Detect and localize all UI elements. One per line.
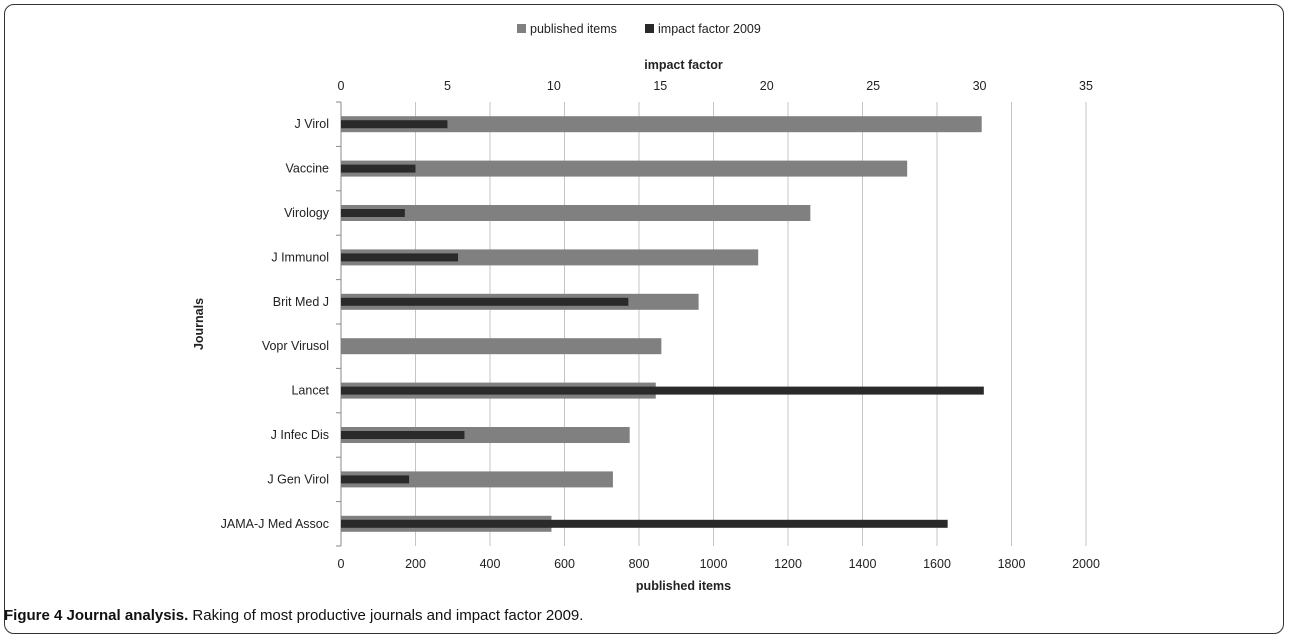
x-tick-label: 600: [554, 557, 575, 571]
bar-impact-factor: [341, 475, 410, 484]
x-tick-label: 0: [338, 557, 345, 571]
bar-impact-factor: [341, 519, 948, 528]
legend-swatch-published-items: [517, 24, 526, 33]
x-tick-label: 1800: [998, 557, 1026, 571]
category-label: Brit Med J: [273, 295, 329, 309]
x2-tick-label: 30: [973, 79, 987, 93]
x-tick-label: 1400: [849, 557, 877, 571]
x2-tick-label: 35: [1079, 79, 1093, 93]
bar-impact-factor: [341, 431, 465, 439]
x2-tick-label: 20: [760, 79, 774, 93]
bar-chart: J Virol Vaccine Virology J Immunol Brit Med …: [192, 22, 1100, 593]
bar-impact-factor: [341, 209, 405, 217]
caption-label: Figure 4 Journal analysis.: [4, 607, 189, 624]
bar-impact-factor: [341, 297, 629, 306]
bar-impact-factor: [341, 386, 984, 395]
category-label: JAMA-J Med Assoc: [221, 517, 329, 531]
category-label: J Infec Dis: [271, 428, 329, 442]
figure-caption: Figure 4 Journal analysis. Raking of mos…: [4, 607, 583, 624]
legend-label-impact-factor: impact factor 2009: [658, 22, 761, 36]
x2-tick-label: 5: [444, 79, 451, 93]
bar-impact-factor: [341, 253, 459, 262]
x-axis-title: published items: [636, 579, 731, 593]
bar-published-items: [341, 116, 982, 133]
category-label: Lancet: [291, 384, 329, 398]
x2-tick-label: 25: [866, 79, 880, 93]
x2-tick-label: 10: [547, 79, 561, 93]
x-tick-label: 2000: [1072, 557, 1100, 571]
bar-impact-factor: [341, 164, 416, 173]
bar-impact-factor: [341, 120, 448, 129]
legend-swatch-impact-factor: [645, 24, 654, 33]
x-tick-label: 400: [480, 557, 501, 571]
category-label: J Immunol: [271, 250, 329, 264]
x2-axis-title: impact factor: [644, 58, 723, 72]
category-label: J Gen Virol: [267, 472, 329, 486]
bar-published-items: [341, 205, 811, 221]
category-label: J Virol: [294, 117, 329, 131]
category-label: Vaccine: [285, 162, 329, 176]
caption-text: Raking of most productive journals and i…: [188, 607, 584, 624]
x-tick-label: 1000: [700, 557, 728, 571]
category-label: Vopr Virusol: [262, 339, 329, 353]
x-tick-label: 200: [405, 557, 426, 571]
x-tick-label: 1200: [774, 557, 802, 571]
figure-frame: J Virol Vaccine Virology J Immunol Brit Med …: [4, 4, 1284, 634]
x2-tick-label: 15: [653, 79, 667, 93]
bar-published-items: [341, 160, 908, 177]
legend-label-published-items: published items: [530, 22, 617, 36]
category-label: Virology: [284, 206, 330, 220]
bar-published-items: [341, 338, 662, 355]
y-axis-title: Journals: [192, 298, 206, 350]
x2-tick-label: 0: [338, 79, 345, 93]
x-tick-label: 1600: [923, 557, 951, 571]
x-tick-label: 800: [629, 557, 650, 571]
